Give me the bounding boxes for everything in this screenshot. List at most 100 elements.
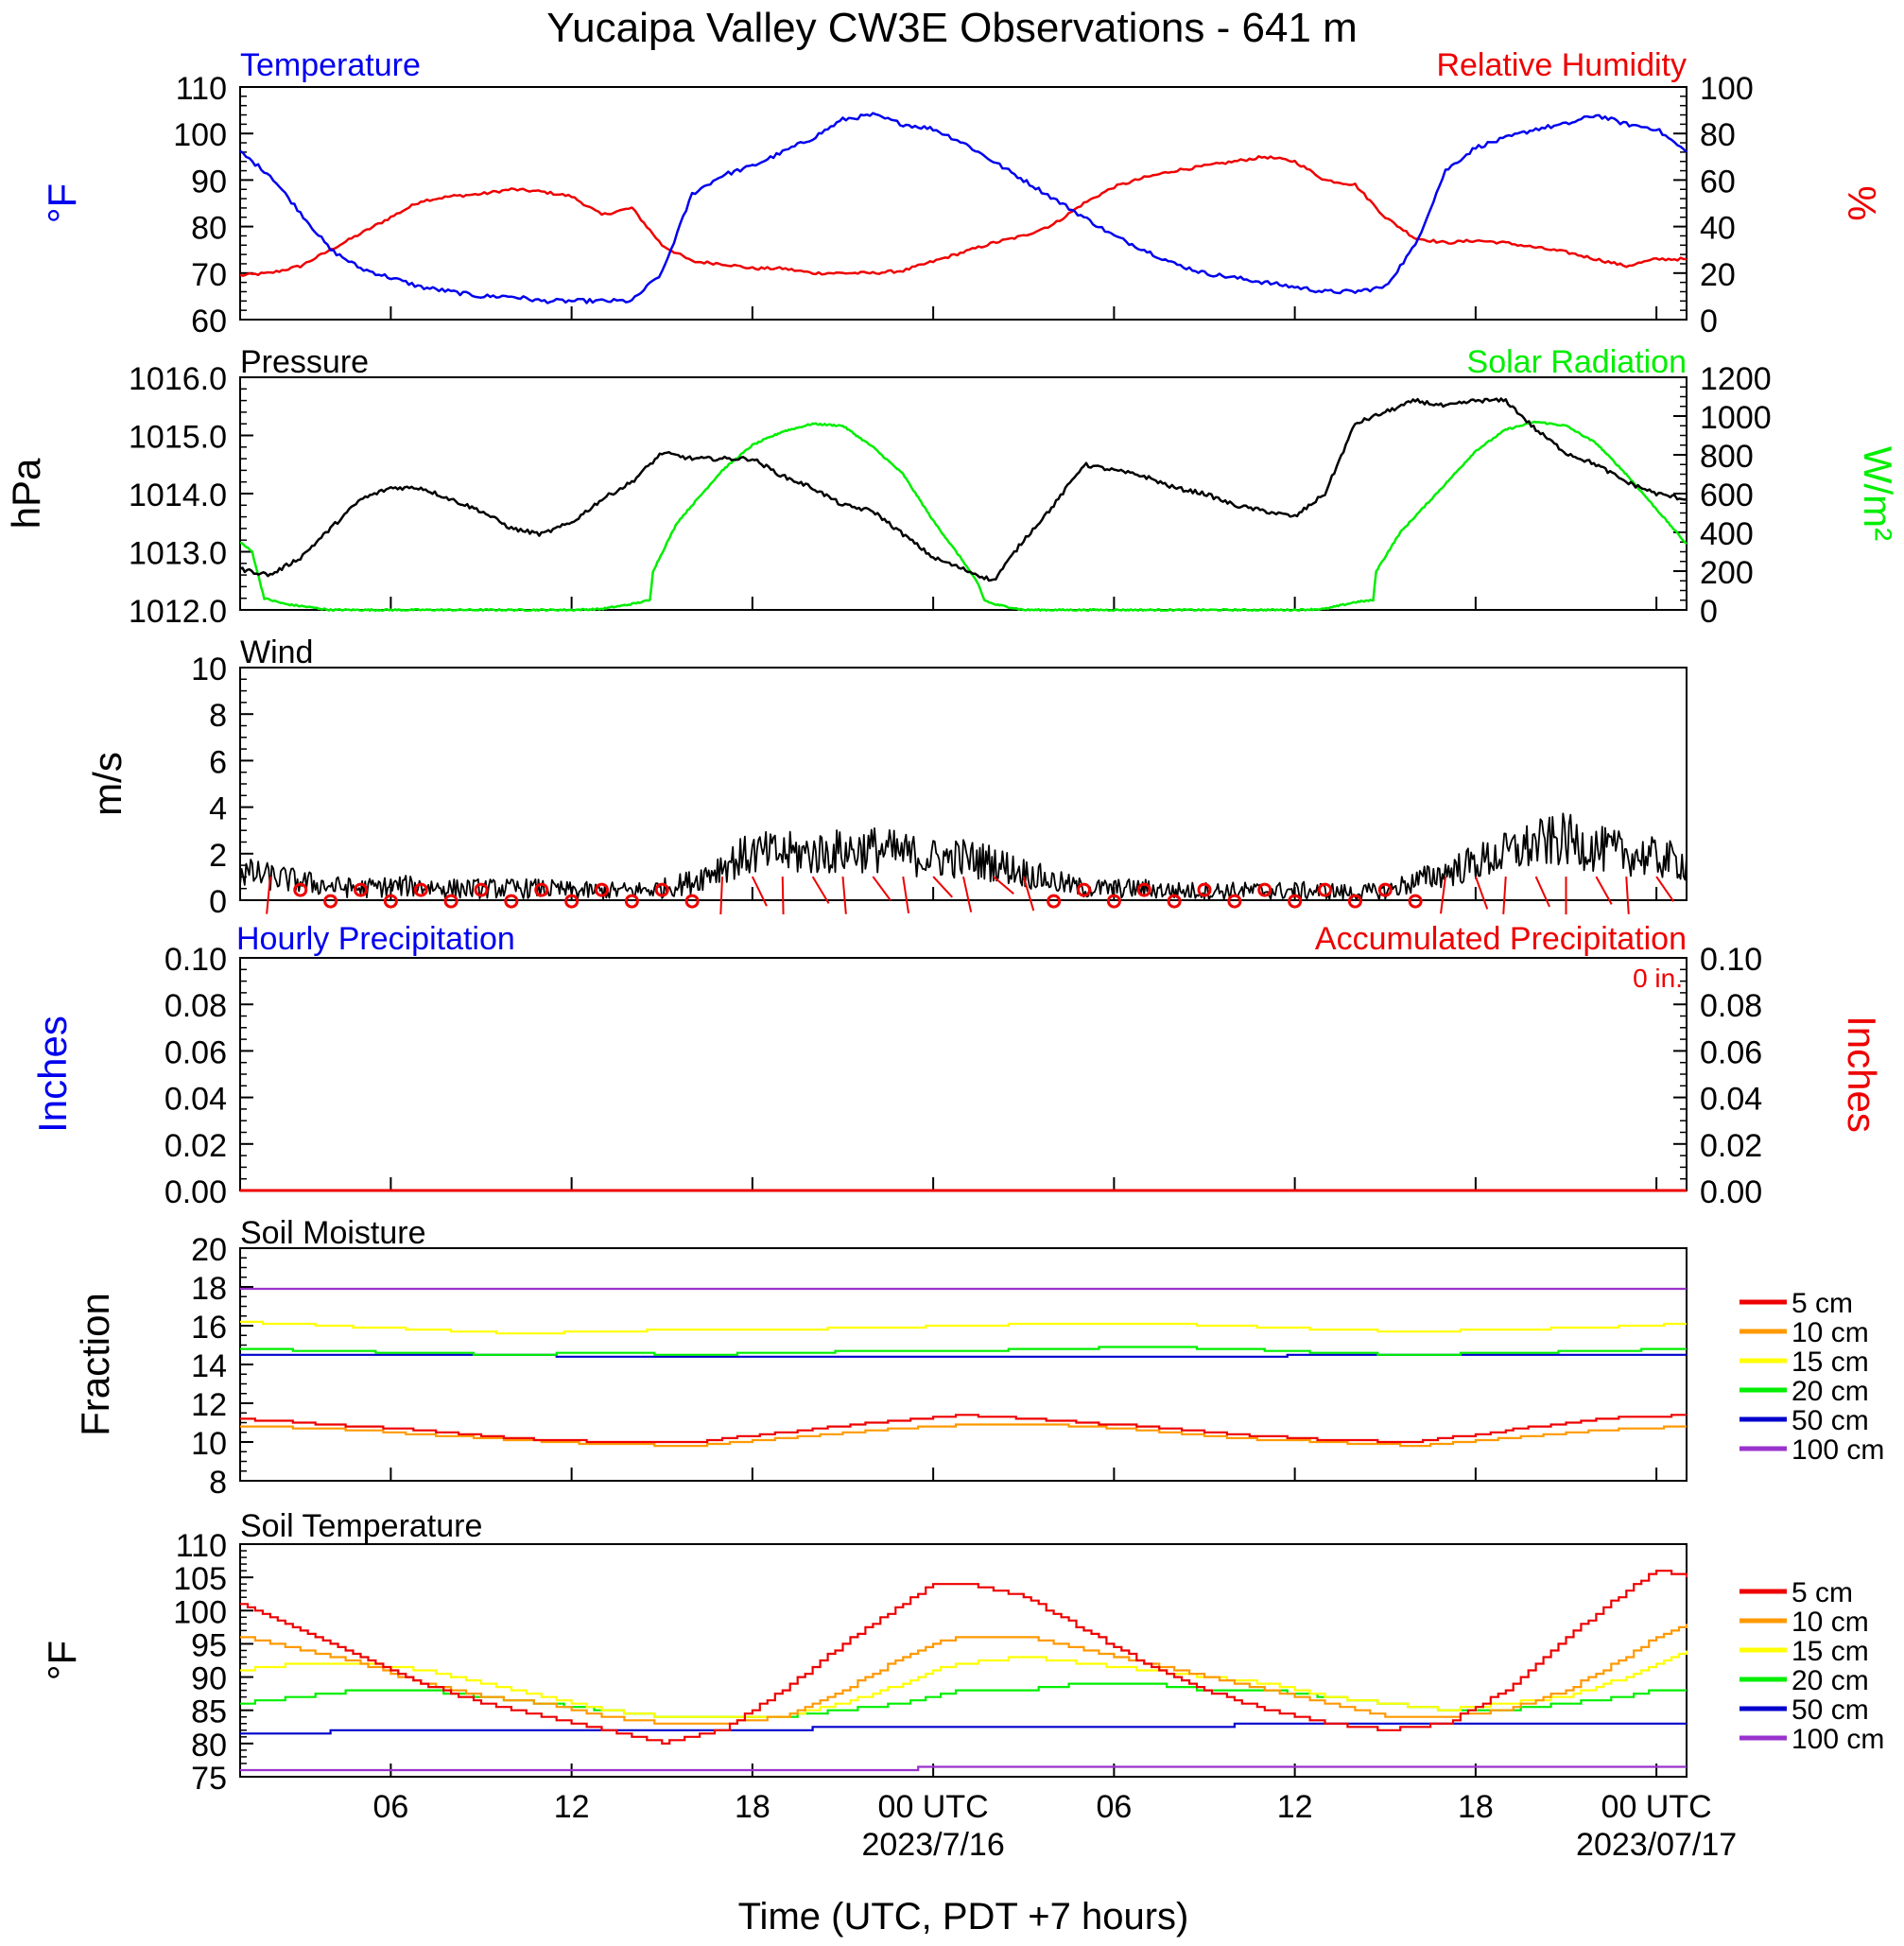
wind-barb xyxy=(841,876,847,914)
wind-barb xyxy=(1022,876,1035,912)
legend-label: 10 cm xyxy=(1791,1607,1869,1638)
soil-temp-title: Soil Temperature xyxy=(240,1508,482,1544)
y-tick-label: 1014.0 xyxy=(129,478,227,513)
x-tick-label: 00 UTC xyxy=(878,1789,989,1825)
accum-precip-total: 0 in. xyxy=(1633,964,1683,993)
calm-wind-circle xyxy=(504,894,519,909)
soil-moisture-line xyxy=(240,1320,1687,1335)
soil-moisture-line xyxy=(240,1346,1687,1356)
legend-label: 15 cm xyxy=(1791,1347,1869,1378)
x-tick-label: 18 xyxy=(1458,1789,1494,1825)
wind-barb xyxy=(751,876,768,907)
wind-unit-label: m/s xyxy=(85,752,130,816)
legend-label: 5 cm xyxy=(1791,1288,1853,1319)
hourly-precip-unit-label: Inches xyxy=(30,1016,75,1133)
x-date-label: 2023/7/16 xyxy=(861,1827,1004,1863)
wind-speed-line xyxy=(239,812,1688,901)
calm-wind-circle xyxy=(684,894,700,909)
wind-barb xyxy=(1534,876,1550,908)
y-tick-label: 110 xyxy=(176,71,227,107)
rh-title: Relative Humidity xyxy=(1436,47,1687,83)
y-tick-label: 100 xyxy=(173,1594,227,1630)
x-date-label: 2023/07/17 xyxy=(1576,1827,1737,1863)
y-tick-label: 2 xyxy=(209,838,227,874)
soil-temp-series xyxy=(240,1570,1688,1772)
calm-wind-circle xyxy=(624,894,639,909)
soil-moisture-line xyxy=(240,1423,1687,1448)
wind-barb xyxy=(872,876,891,901)
y-tick-label: 1012.0 xyxy=(129,594,227,630)
y-tick-label: 8 xyxy=(209,698,227,734)
calm-wind-circle xyxy=(1288,894,1303,909)
y-tick-label: 0 xyxy=(209,884,227,920)
calm-wind-circle xyxy=(1047,894,1062,909)
wind-barb xyxy=(266,876,271,914)
pressure-line xyxy=(239,397,1688,582)
soil-temp-line xyxy=(240,1570,1688,1745)
pressure-axis-ticks: 1012.0 1013.0 1014.0 1015.0 1016.0 xyxy=(129,361,253,630)
hourly-precip-title: Hourly Precipitation xyxy=(236,921,515,957)
calm-wind-circle xyxy=(1136,882,1151,897)
y-tick-label: 0.02 xyxy=(164,1128,227,1164)
temp-unit-label: °F xyxy=(40,183,84,223)
y-tick-label: 0.06 xyxy=(164,1034,227,1070)
y-tick-label: 70 xyxy=(191,257,227,293)
wind-barb xyxy=(1655,876,1675,902)
pressure-solar-series xyxy=(239,397,1688,613)
y-tick-label: 100 xyxy=(173,117,227,153)
calm-wind-circle xyxy=(534,882,549,897)
x-axis-label: Time (UTC, PDT +7 hours) xyxy=(738,1896,1189,1937)
calm-wind-circle xyxy=(654,882,669,897)
calm-wind-circle xyxy=(383,894,398,909)
temperature-line xyxy=(239,112,1688,304)
y-tick-label: 1013.0 xyxy=(129,536,227,572)
calm-wind-circle xyxy=(595,882,609,897)
wind-barb xyxy=(962,876,973,912)
soil-temp-line xyxy=(240,1765,1687,1772)
y-tick-label: 0.00 xyxy=(164,1174,227,1210)
y2-tick-label: 60 xyxy=(1700,164,1736,200)
y-tick-label: 80 xyxy=(191,1728,227,1764)
rh-unit-label: % xyxy=(1840,185,1884,220)
soil-moisture-line xyxy=(240,1414,1687,1444)
solar-title: Solar Radiation xyxy=(1467,344,1687,380)
temp-axis-ticks: 60 70 80 90 100 110 xyxy=(173,71,253,339)
panel-wind-time-ticks xyxy=(389,887,1658,900)
soil-moisture-unit-label: Fraction xyxy=(73,1293,117,1436)
wind-axis-ticks: 0 2 4 6 8 10 xyxy=(191,652,253,920)
hourly-precip-axis-ticks: 0.00 0.02 0.04 0.06 0.08 0.10 xyxy=(164,942,253,1210)
y-tick-label: 85 xyxy=(191,1694,227,1730)
calm-wind-circle xyxy=(293,882,308,897)
x-tick-label: 06 xyxy=(372,1789,408,1825)
y2-tick-label: 0.08 xyxy=(1700,988,1762,1024)
panel-soil-temp: Soil Temperature °F 7580859095100105110 … xyxy=(40,1508,1884,1797)
y-tick-label: 90 xyxy=(191,164,227,200)
y-tick-label: 0.08 xyxy=(164,988,227,1024)
panel-precip-time-ticks xyxy=(389,1177,1658,1190)
humidity-line xyxy=(239,155,1687,277)
y2-tick-label: 0.10 xyxy=(1700,942,1762,978)
y2-tick-label: 80 xyxy=(1700,117,1736,153)
y2-tick-label: 0.06 xyxy=(1700,1034,1762,1070)
y-tick-label: 20 xyxy=(191,1232,227,1268)
calm-wind-circle xyxy=(354,882,368,897)
figure-title: Yucaipa Valley CW3E Observations - 641 m xyxy=(546,5,1358,51)
calm-wind-circle xyxy=(323,894,338,909)
soil-moisture-title: Soil Moisture xyxy=(240,1215,426,1251)
calm-wind-circle xyxy=(1318,882,1332,897)
pressure-unit-label: hPa xyxy=(4,458,48,529)
y-tick-label: 1016.0 xyxy=(129,361,227,397)
calm-wind-circle xyxy=(1408,894,1423,909)
panel-soil-moisture-time-ticks xyxy=(389,1468,1658,1481)
panel-precip: Hourly Precipitation Accumulated Precipi… xyxy=(30,921,1884,1210)
panel-pressure-solar: Pressure Solar Radiation hPa W/m² 1012.0… xyxy=(4,344,1900,630)
legend-label: 100 cm xyxy=(1791,1434,1884,1466)
x-tick-label: 12 xyxy=(1277,1789,1313,1825)
y2-tick-label: 0 xyxy=(1700,594,1718,630)
wind-barb xyxy=(1502,877,1507,914)
